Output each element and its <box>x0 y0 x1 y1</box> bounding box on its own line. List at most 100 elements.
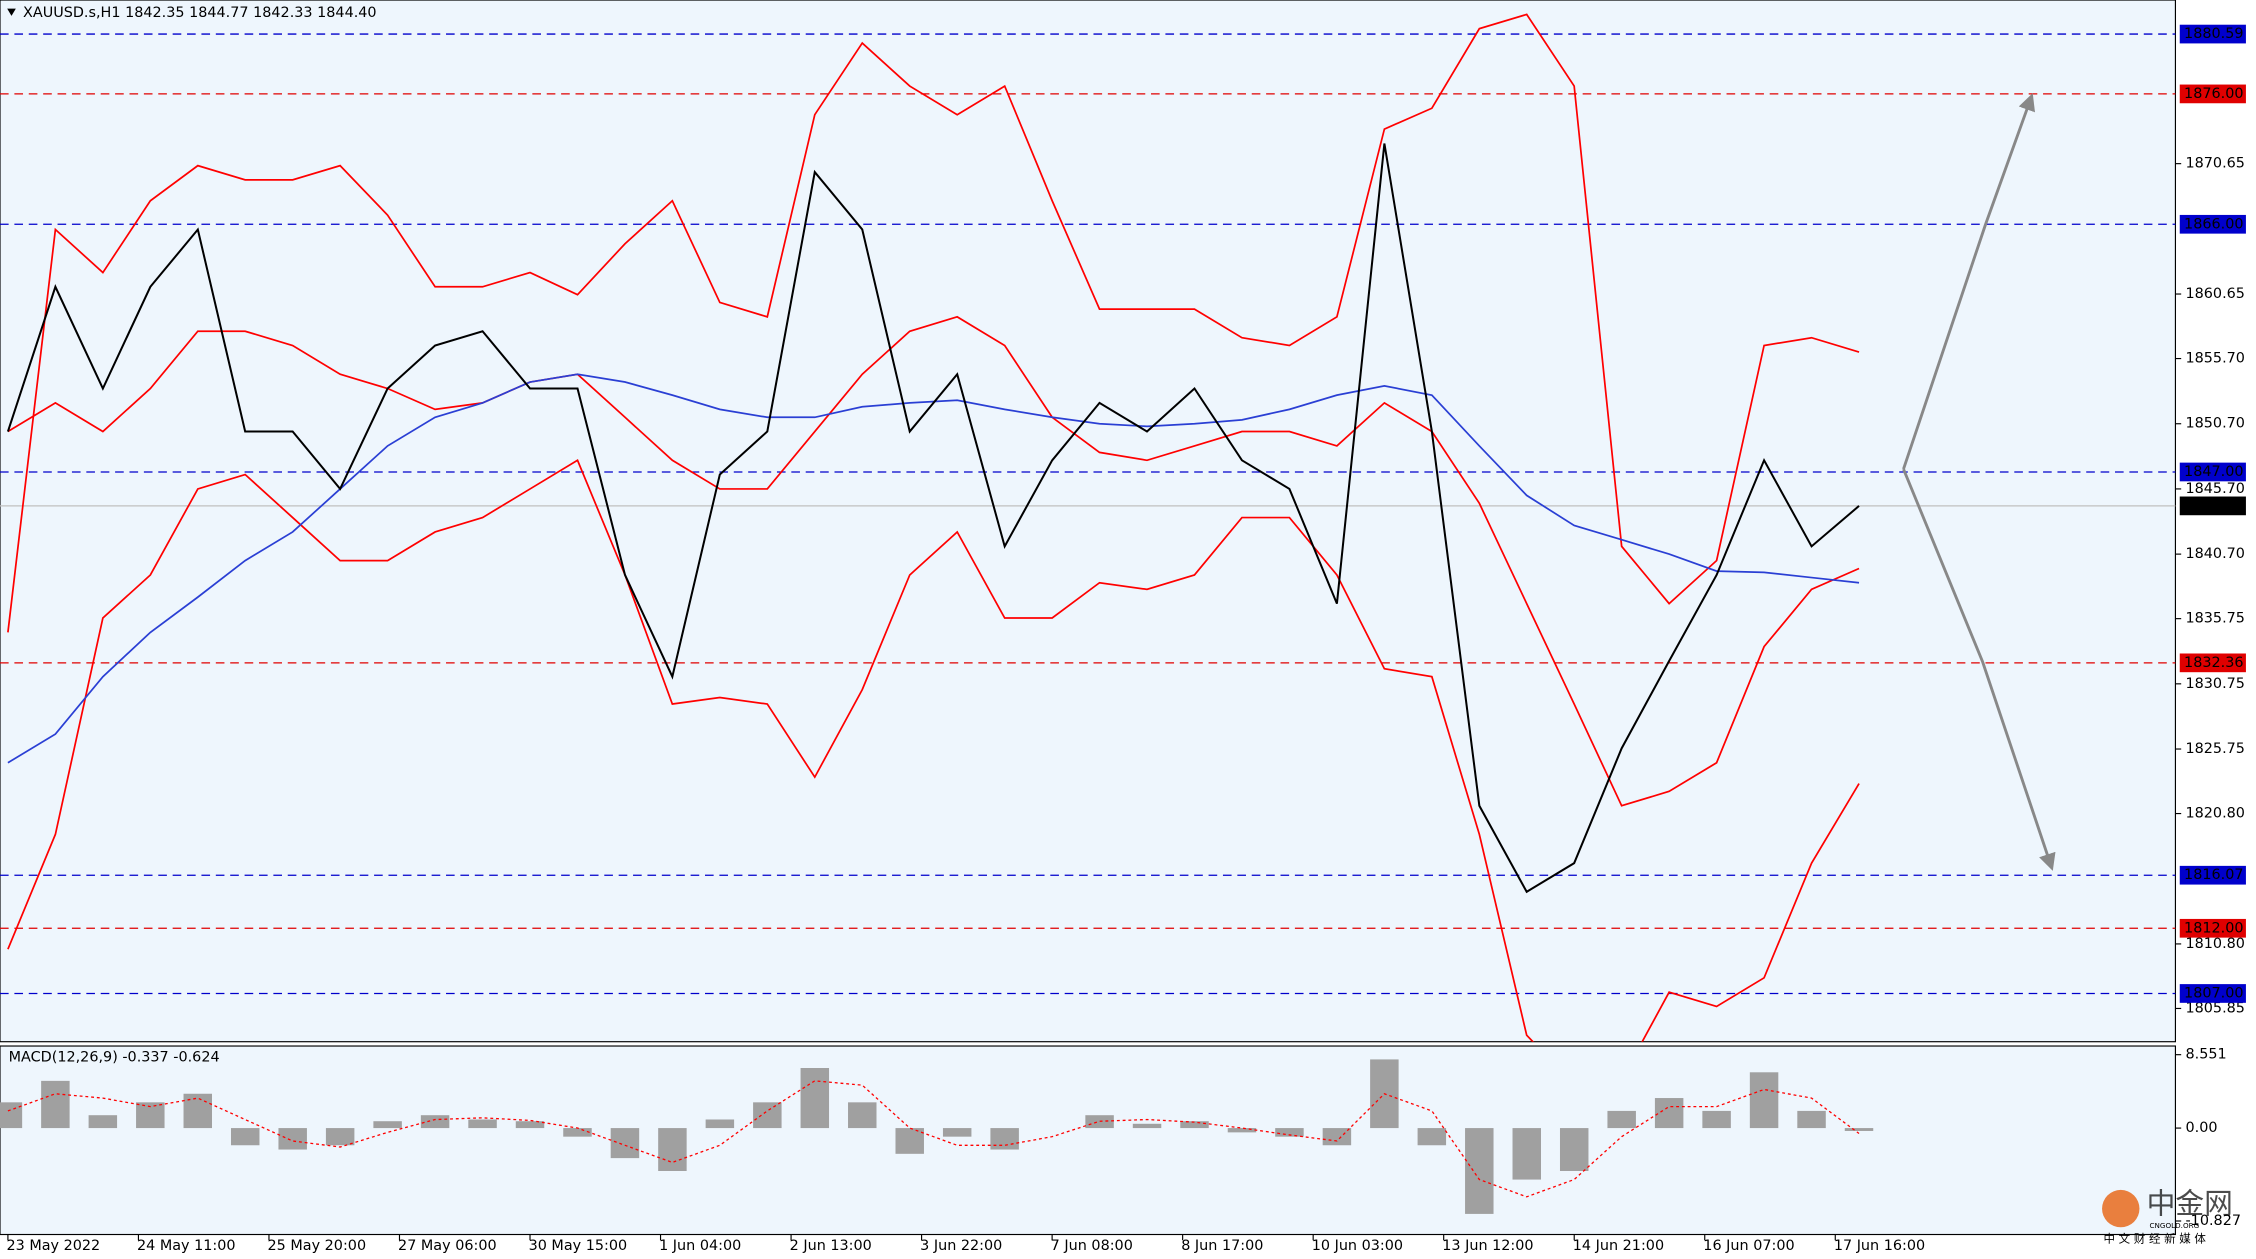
macd-bar <box>1275 1128 1304 1137</box>
macd-bar <box>1465 1128 1494 1214</box>
price-line <box>6 143 1860 894</box>
macd-bar <box>41 1080 70 1129</box>
level-label: 1812.00 <box>2184 920 2243 936</box>
macd-bar <box>373 1121 402 1129</box>
macd-plot <box>0 1059 1874 1214</box>
level-tag <box>2179 653 2246 673</box>
watermark-brand: 中金网 <box>2147 1187 2233 1221</box>
x-tick-label: 25 May 20:00 <box>268 1238 367 1254</box>
level-tag <box>2179 462 2246 482</box>
y-tick-label: 1850.70 <box>2186 416 2245 432</box>
y-tick-label: 1805.85 <box>2186 1000 2245 1016</box>
macd-bar <box>1417 1128 1447 1146</box>
y-tick-label: 1830.75 <box>2186 676 2245 692</box>
signal-line <box>7 1080 1860 1198</box>
macd-bar <box>278 1128 307 1150</box>
macd-bar <box>515 1121 545 1129</box>
watermark-site: CNGOLD.ORG <box>2150 1221 2200 1230</box>
x-tick-label: 16 Jun 07:00 <box>1703 1238 1794 1254</box>
macd-bar <box>705 1119 735 1129</box>
macd-bar <box>1085 1115 1114 1129</box>
x-tick-label: 23 May 2022 <box>6 1238 100 1254</box>
x-tick-label: 24 May 11:00 <box>137 1238 236 1254</box>
level-label: 1880.59 <box>2184 26 2243 42</box>
y-tick-label: 1855.70 <box>2186 351 2245 367</box>
macd-bar <box>990 1128 1019 1150</box>
price-line <box>7 459 1860 1042</box>
macd-bar <box>895 1128 924 1154</box>
macd-bar <box>1180 1121 1209 1129</box>
macd-bar <box>848 1102 877 1129</box>
x-tick-label: 27 May 06:00 <box>398 1238 497 1254</box>
y-tick-label: 8.551 <box>2186 1047 2227 1063</box>
macd-bar <box>658 1128 687 1171</box>
macd-bar <box>800 1067 830 1129</box>
macd-bar <box>1132 1123 1162 1129</box>
x-tick-label: 2 Jun 13:00 <box>790 1238 872 1254</box>
level-label: 1832.36 <box>2184 655 2243 671</box>
y-tick-label: 0.00 <box>2186 1120 2218 1136</box>
macd-bar <box>1654 1098 1684 1129</box>
macd-bar <box>230 1128 260 1146</box>
macd-bar <box>1607 1110 1636 1129</box>
y-tick-label: 1810.80 <box>2186 936 2245 952</box>
level-label: 1866.00 <box>2184 216 2243 232</box>
macd-bar <box>1797 1110 1826 1129</box>
x-tick-label: 3 Jun 22:00 <box>920 1238 1002 1254</box>
macd-bar <box>942 1128 972 1137</box>
y-tick-label: 1825.75 <box>2186 741 2245 757</box>
x-tick-label: 17 Jun 16:00 <box>1834 1238 1925 1254</box>
level-label: 1876.00 <box>2184 86 2243 102</box>
scenario-arrow-up <box>1902 93 2036 470</box>
x-tick-label: 13 Jun 12:00 <box>1442 1238 1533 1254</box>
level-tag <box>2179 214 2246 234</box>
x-tick-label: 10 Jun 03:00 <box>1312 1238 1403 1254</box>
level-tag <box>2179 918 2246 938</box>
y-tick-label: 1860.65 <box>2186 286 2245 302</box>
macd-bar <box>88 1115 118 1129</box>
axes: 1870.65 1860.65 1855.70 1850.70 1845.70 1840.… <box>6 24 2246 1254</box>
level-tag <box>2179 865 2246 885</box>
x-tick-label: 7 Jun 08:00 <box>1051 1238 1133 1254</box>
level-tag <box>2179 24 2246 44</box>
scenario-arrow-down <box>1902 468 2056 871</box>
macd-bar <box>1749 1072 1779 1129</box>
chart-header: XAUUSD.s,H1 1842.35 1844.77 1842.33 1844… <box>23 5 377 21</box>
macd-bar <box>1702 1110 1731 1129</box>
price-panel <box>0 0 2177 1043</box>
price-line <box>7 315 1860 807</box>
y-tick-label: -10.827 <box>2186 1213 2242 1229</box>
price-line <box>7 13 1860 633</box>
level-label: 1807.00 <box>2184 985 2243 1001</box>
macd-bar <box>563 1128 592 1137</box>
y-tick-label: 1845.70 <box>2186 481 2245 497</box>
macd-header: MACD(12,26,9) -0.337 -0.624 <box>9 1050 220 1066</box>
macd-bar <box>753 1102 782 1129</box>
watermark-tagline: 中 文 财 经 新 媒 体 <box>2103 1231 2206 1245</box>
menu-icon <box>7 8 16 16</box>
macd-bar <box>420 1115 450 1129</box>
macd-bar <box>0 1102 23 1129</box>
macd-bar <box>325 1128 355 1146</box>
macd-bar <box>1322 1128 1352 1146</box>
watermark-logo <box>2102 1189 2140 1228</box>
macd-bar <box>468 1119 497 1129</box>
x-tick-label: 8 Jun 17:00 <box>1181 1238 1263 1254</box>
y-tick-label: 1840.70 <box>2186 546 2245 562</box>
macd-bar <box>1227 1128 1257 1133</box>
y-tick-label: 1870.65 <box>2186 156 2245 172</box>
macd-bar <box>183 1093 213 1129</box>
level-label: 1816.07 <box>2184 867 2243 883</box>
y-tick-label: 1835.75 <box>2186 611 2245 627</box>
x-tick-label: 1 Jun 04:00 <box>659 1238 741 1254</box>
y-tick-label: 1820.80 <box>2186 806 2245 822</box>
macd-bar <box>1512 1128 1541 1180</box>
x-tick-label: 30 May 15:00 <box>529 1238 628 1254</box>
macd-bar <box>1844 1128 1874 1131</box>
current-price-tag <box>2179 496 2246 516</box>
macd-bar <box>1559 1128 1589 1171</box>
level-tag <box>2179 84 2246 104</box>
price-plot <box>0 13 2176 1042</box>
